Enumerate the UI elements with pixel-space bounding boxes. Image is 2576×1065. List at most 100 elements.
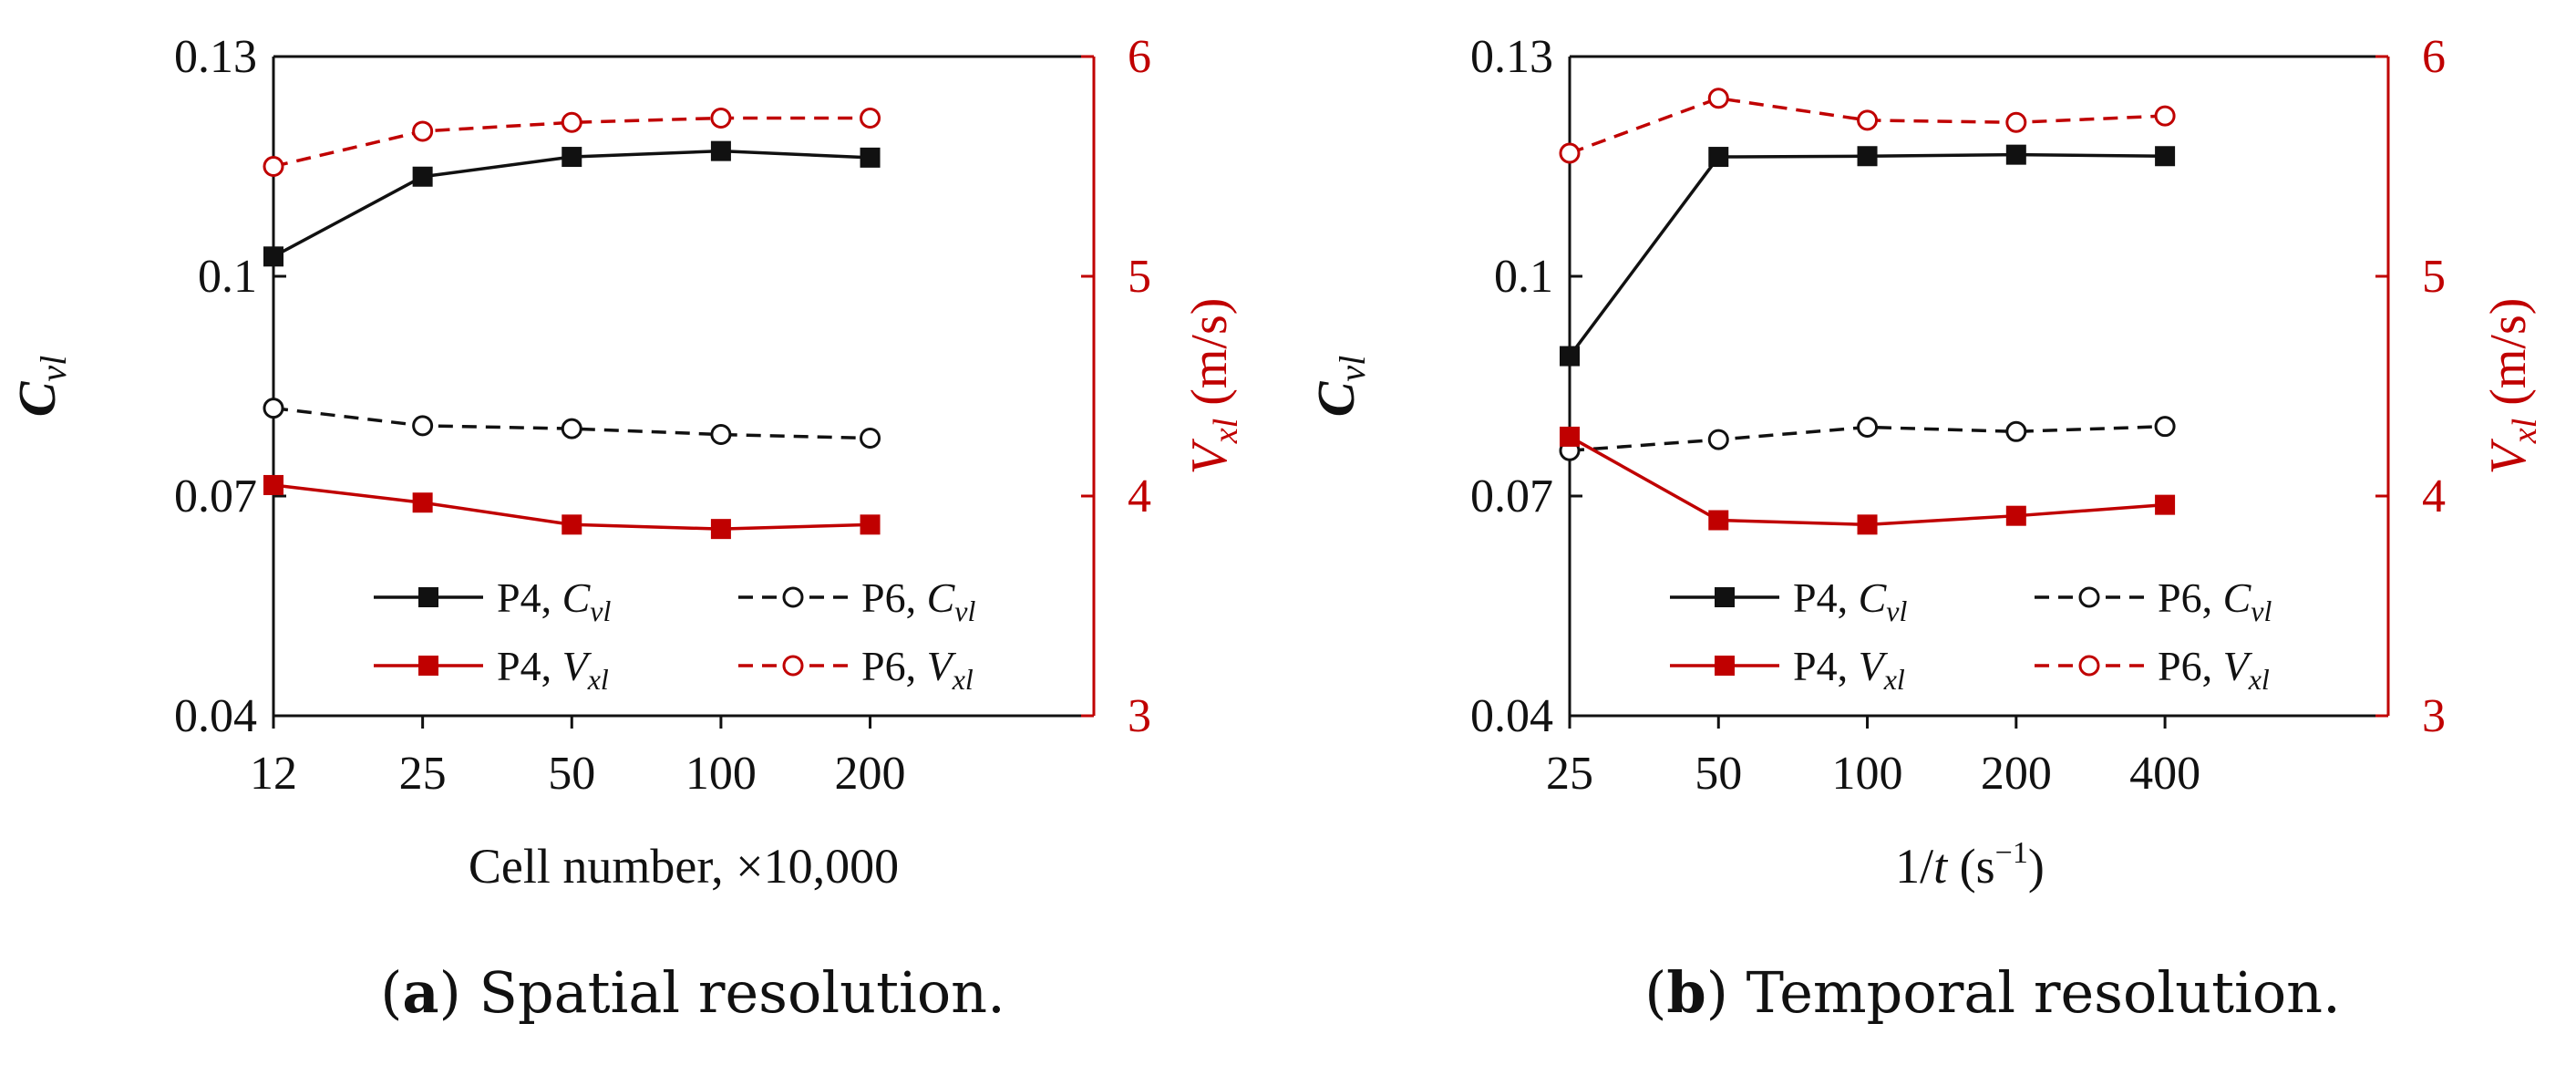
y-axis-right-label-part: V <box>2480 438 2537 474</box>
legend-label: P4, Cvl <box>1793 574 1907 627</box>
series-0-point <box>2005 144 2026 165</box>
series-3-point <box>561 111 582 133</box>
y-left-tick-label: 0.04 <box>174 690 257 742</box>
legend-label: P4, Cvl <box>497 574 611 627</box>
series-3-point <box>1857 109 1879 131</box>
panel-caption: (a) Spatial resolution. <box>380 959 1005 1026</box>
series-1-point <box>710 424 732 446</box>
legend-label-part: C <box>927 574 956 621</box>
series-2-point <box>263 474 283 495</box>
series-1-point <box>263 398 284 419</box>
x-tick-label: 100 <box>1832 748 1903 800</box>
y-left-tick-label: 0.1 <box>198 251 257 303</box>
series-2-point <box>710 519 731 540</box>
series-0-point <box>562 147 582 168</box>
legend-label-part: P4, <box>1793 643 1859 689</box>
legend-label-part: vl <box>1886 595 1907 627</box>
y-right-tick-label: 4 <box>2422 470 2446 522</box>
series-2-line <box>1569 435 2166 527</box>
series-3-point <box>412 120 434 142</box>
legend-label: P6, Vxl <box>2158 643 2270 696</box>
caption-part: ( <box>380 959 402 1026</box>
series-1-point <box>561 418 582 439</box>
series-0-line <box>1568 152 2166 357</box>
series-2-point <box>2005 505 2026 526</box>
series-3-point <box>1707 88 1729 109</box>
legend-label-part: P6, <box>861 643 927 689</box>
panel-caption: (b) Temporal resolution. <box>1644 959 2341 1026</box>
legend-label-part: P4, <box>1793 574 1859 621</box>
legend-marker <box>782 586 804 608</box>
y-axis-right-label-part: xl <box>1207 419 1245 444</box>
x-axis-label-part: (s <box>1947 839 1995 894</box>
x-axis-label-part: 1/ <box>1895 839 1933 894</box>
legend-label: P4, Vxl <box>1793 643 1905 696</box>
series-1-point <box>1707 429 1729 450</box>
chart-panel-b: 0.04 0.07 0.1 0.13 3 4 5 6 25 50 100 200 400 1/t (s−1… <box>1306 31 2544 1026</box>
series-1-point <box>2154 416 2176 438</box>
y-axis-left-label-part: C <box>1306 380 1365 417</box>
y-right-tick-label: 3 <box>2422 690 2446 742</box>
y-left-tick-label: 0.13 <box>174 31 257 83</box>
legend-marker <box>2078 655 2100 677</box>
y-left-tick-label: 0.04 <box>1470 690 1553 742</box>
series-3-point <box>2154 105 2176 127</box>
legend-label-part: P6, <box>2158 643 2223 689</box>
legend-label-part: C <box>2223 574 2252 621</box>
y-right-tick-label: 4 <box>1128 470 1151 522</box>
series-0-point <box>263 246 283 267</box>
legend-marker <box>2078 586 2100 608</box>
legend-label-part: vl <box>2251 595 2272 627</box>
legend-label-part: V <box>2223 643 2253 689</box>
legend-label-part: C <box>562 574 592 621</box>
legend-label-part: vl <box>954 595 975 627</box>
series-2-point <box>2155 494 2176 515</box>
series-0-point <box>1857 146 1878 167</box>
x-tick-label: 200 <box>1981 748 2052 800</box>
y-axis-left-label: Cvl <box>1306 356 1373 418</box>
series-2-point <box>1857 514 1878 535</box>
series-2-point <box>860 514 881 535</box>
y-left-tick-label: 0.1 <box>1494 251 1553 303</box>
series-0-point <box>1560 346 1580 367</box>
y-axis-left-label-part: vl <box>33 356 74 382</box>
series-1-point <box>412 415 434 437</box>
y-axis-left-label: Cvl <box>7 356 74 418</box>
series-3-point <box>1559 142 1581 164</box>
caption-part: ( <box>1644 959 1666 1026</box>
x-axis-label-part: t <box>1933 839 1949 894</box>
x-tick-label: 12 <box>250 748 297 800</box>
caption-panel-label: a <box>402 959 438 1026</box>
legend-label-part: xl <box>952 663 974 696</box>
legend-label-part: V <box>927 643 957 689</box>
y-axis-left-label-part: vl <box>1332 356 1373 382</box>
legend-marker <box>782 655 804 677</box>
legend-label: P6, Cvl <box>2158 574 2272 627</box>
legend-label: P6, Cvl <box>861 574 975 627</box>
series-2-point <box>1560 426 1580 447</box>
legend-label-part: V <box>562 643 592 689</box>
legend-label-part: P4, <box>497 643 562 689</box>
legend-marker <box>1715 587 1735 607</box>
series-2-point <box>562 514 582 535</box>
x-axis-label: 1/t (s−1) <box>1895 836 2045 894</box>
x-axis-label-part: −1 <box>1995 836 2028 870</box>
series-3-point <box>263 156 284 177</box>
series-2-point <box>412 492 433 513</box>
series-1-line <box>273 406 871 440</box>
y-axis-right-label-part: V <box>1181 438 1238 474</box>
caption-part: ) Temporal resolution. <box>1706 959 2341 1026</box>
legend-marker <box>1715 656 1735 676</box>
chart-panel-a: 0.04 0.07 0.1 0.13 3 4 5 6 12 25 50 100 200 Cell numb… <box>7 31 1245 1026</box>
y-axis-left-label-part: C <box>7 380 67 417</box>
y-right-tick-label: 6 <box>1128 31 1151 83</box>
y-axis-right-label: Vxl (m/s) <box>2480 298 2544 475</box>
legend-label: P4, Vxl <box>497 643 609 696</box>
legend-label-part: xl <box>1883 663 1905 696</box>
x-axis-label: Cell number, ×10,000 <box>469 839 899 894</box>
legend-label: P6, Vxl <box>861 643 974 696</box>
legend-marker <box>418 656 438 676</box>
x-tick-label: 50 <box>548 748 595 800</box>
